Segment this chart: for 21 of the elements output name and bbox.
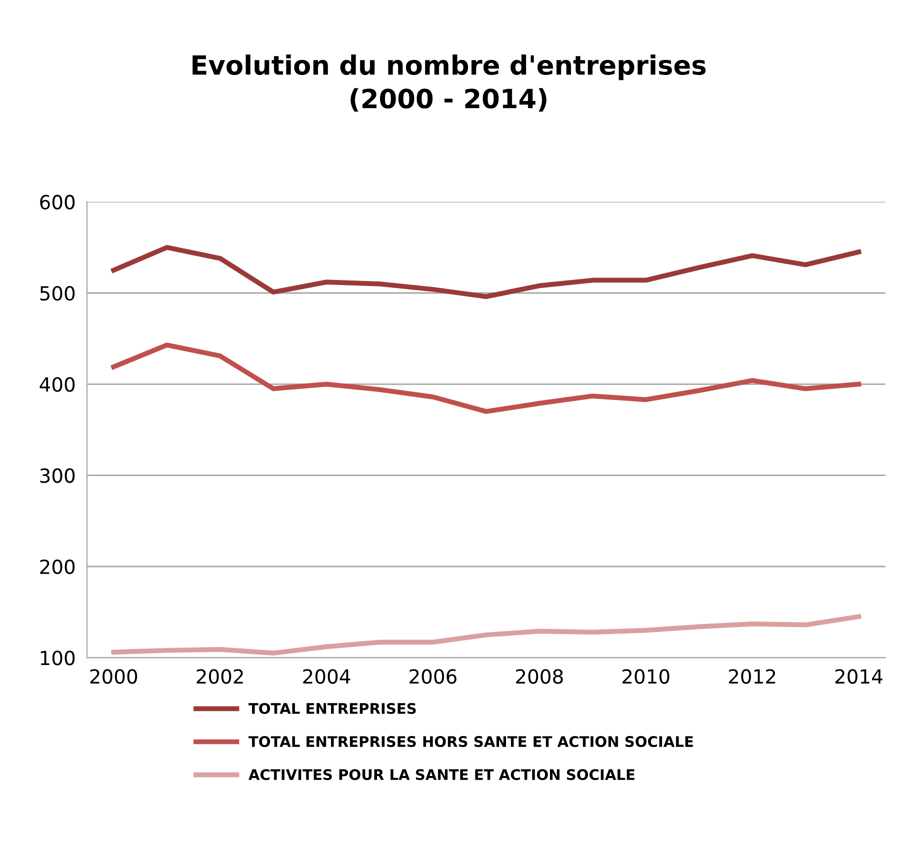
x-tick-label: 2004 — [303, 669, 350, 684]
y-tick-label: 400 — [40, 377, 75, 392]
y-tick-label: 500 — [40, 286, 75, 301]
x-tick-label: 2000 — [90, 669, 138, 684]
line-series — [111, 342, 862, 414]
line-series — [111, 244, 862, 300]
legend-label: ACTIVITES POUR LA SANTE ET ACTION SOCIALE — [248, 769, 634, 780]
y-tick-label: 300 — [40, 468, 75, 483]
legend-label: TOTAL ENTREPRISES HORS SANTE ET ACTION SOCIALE — [248, 736, 693, 748]
x-tick-label: 2012 — [728, 669, 776, 684]
x-tick-label: 2006 — [410, 669, 456, 684]
y-tick-label: 200 — [40, 559, 75, 574]
x-tick-label: 2008 — [516, 669, 563, 684]
x-tick-label: 2002 — [196, 669, 243, 684]
y-tick-label: 100 — [40, 650, 75, 666]
line-series — [111, 614, 862, 656]
x-tick-label: 2010 — [622, 669, 670, 684]
legend-label: TOTAL ENTREPRISES — [248, 702, 416, 714]
x-tick-label: 2014 — [835, 669, 882, 684]
y-tick-label: 600 — [40, 194, 75, 210]
chart-title: Evolution du nombre d'entreprises (2000 - 2014) — [192, 54, 706, 112]
